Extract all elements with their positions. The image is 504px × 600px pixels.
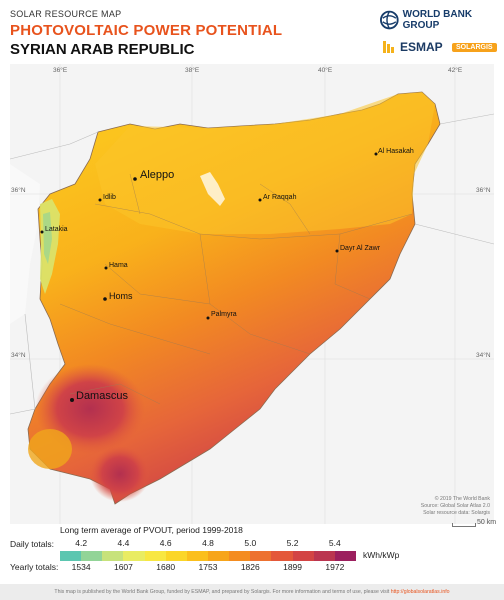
city-dot-latakia bbox=[40, 230, 44, 234]
world-bank-logo: WORLD BANK GROUP bbox=[380, 9, 504, 31]
lat-label-34n-right: 34°N bbox=[476, 351, 491, 359]
legend-swatch bbox=[229, 551, 251, 561]
world-bank-name: WORLD BANK GROUP bbox=[402, 9, 473, 31]
hermon-zone bbox=[28, 429, 72, 469]
copyright-line-2: Source: Global Solar Atlas 2.0 bbox=[420, 503, 490, 509]
legend-swatch bbox=[123, 551, 145, 561]
map-header: SOLAR RESOURCE MAP PHOTOVOLTAIC POWER PO… bbox=[0, 0, 504, 70]
legend-swatch bbox=[165, 551, 187, 561]
south-high-zone bbox=[90, 446, 150, 502]
city-dot-homs bbox=[103, 297, 107, 301]
city-label-hama: Hama bbox=[109, 262, 128, 269]
daily-ticks: 4.2 4.4 4.6 4.8 5.0 5.2 5.4 bbox=[0, 538, 504, 550]
legend-swatch bbox=[313, 551, 335, 561]
city-label-dayr-al-zawr: Dayr Al Zawr bbox=[340, 245, 381, 252]
damascus-high-zone bbox=[35, 364, 145, 454]
city-label-aleppo: Aleppo bbox=[140, 169, 174, 181]
city-label-latakia: Latakia bbox=[45, 226, 68, 233]
coastal-lowest-zone bbox=[43, 212, 52, 264]
daily-tick: 5.2 bbox=[286, 538, 299, 548]
footer-link[interactable]: http://globalsolaratlas.info bbox=[390, 589, 450, 595]
scale-bar bbox=[452, 523, 476, 527]
city-dot-al-hasakah bbox=[374, 152, 378, 156]
footer-text: This map is published by the World Bank … bbox=[54, 589, 390, 595]
sea-area bbox=[10, 164, 40, 324]
legend-swatch bbox=[60, 551, 82, 561]
city-dot-damascus bbox=[70, 398, 74, 402]
daily-tick: 4.8 bbox=[202, 538, 214, 548]
city-dot-aleppo bbox=[133, 177, 137, 181]
yearly-tick: 1534 bbox=[71, 562, 91, 572]
city-label-palmyra: Palmyra bbox=[211, 311, 237, 318]
lat-label-36n-right: 36°N bbox=[476, 186, 491, 194]
copyright-line-3: Solar resource data: Solargis bbox=[423, 510, 490, 516]
legend-color-bar bbox=[60, 551, 356, 561]
country-name: SYRIAN ARAB REPUBLIC bbox=[10, 41, 195, 58]
legend-swatch bbox=[292, 551, 314, 561]
legend-swatch bbox=[144, 551, 166, 561]
daily-tick: 4.4 bbox=[117, 538, 130, 548]
map-title: PHOTOVOLTAIC POWER POTENTIAL bbox=[10, 22, 283, 39]
city-dot-dayr-al-zawr bbox=[335, 249, 339, 253]
legend-title: Long term average of PVOUT, period 1999-… bbox=[60, 525, 243, 535]
legend-swatch bbox=[271, 551, 293, 561]
city-dot-idlib bbox=[98, 198, 102, 202]
daily-tick: 4.6 bbox=[159, 538, 172, 548]
yearly-totals-label: Yearly totals: bbox=[10, 562, 59, 572]
daily-tick: 4.2 bbox=[75, 538, 88, 548]
legend-swatch bbox=[102, 551, 124, 561]
daily-totals-label: Daily totals: bbox=[10, 539, 54, 549]
solargis-logo: SOLARGIS bbox=[452, 43, 497, 52]
legend-swatch bbox=[81, 551, 103, 561]
legend-swatch bbox=[207, 551, 230, 561]
yearly-tick: 1972 bbox=[325, 562, 345, 572]
city-label-al-hasakah: Al Hasakah bbox=[378, 148, 414, 155]
lat-label-34n-left: 34°N bbox=[11, 351, 26, 359]
lon-label-42e: 42°E bbox=[448, 66, 463, 74]
admin-boundaries bbox=[59, 173, 413, 405]
map-footer: This map is published by the World Bank … bbox=[0, 584, 504, 600]
daily-tick: 5.0 bbox=[244, 538, 257, 548]
yearly-tick: 1826 bbox=[240, 562, 260, 572]
esmap-logo: ESMAP bbox=[383, 40, 443, 54]
daily-tick: 5.4 bbox=[328, 538, 341, 548]
globe-icon bbox=[380, 10, 399, 30]
legend-swatch bbox=[334, 551, 356, 561]
lon-label-40e: 40°E bbox=[318, 66, 333, 74]
city-label-damascus: Damascus bbox=[76, 390, 128, 402]
lat-label-36n-left: 36°N bbox=[11, 186, 26, 194]
esmap-text: ESMAP bbox=[400, 40, 443, 54]
copyright-line-1: © 2019 The World Bank bbox=[434, 496, 490, 502]
scale-label: 50 km bbox=[477, 519, 497, 526]
legend-swatch bbox=[186, 551, 208, 561]
lon-label-38e: 38°E bbox=[185, 66, 200, 74]
city-dot-hama bbox=[104, 266, 108, 270]
city-label-homs: Homs bbox=[109, 291, 133, 301]
yearly-tick: 1899 bbox=[283, 562, 303, 572]
map-copyright: © 2019 The World Bank Source: Global Sol… bbox=[420, 496, 490, 517]
lake-assad bbox=[200, 172, 225, 206]
esmap-mark-icon bbox=[383, 41, 394, 53]
legend-unit: kWh/kWp bbox=[363, 550, 400, 560]
northern-yield-zone bbox=[95, 92, 435, 234]
yearly-ticks: 1534 1607 1680 1753 1826 1899 1972 bbox=[0, 562, 504, 574]
neighbor-borders bbox=[10, 113, 494, 415]
yearly-tick: 1607 bbox=[113, 562, 133, 572]
lon-label-36e: 36°E bbox=[53, 66, 68, 74]
city-label-idlib: Idlib bbox=[103, 194, 116, 201]
yearly-tick: 1680 bbox=[156, 562, 176, 572]
overline-text: SOLAR RESOURCE MAP bbox=[10, 9, 122, 19]
pvout-map: 36°E 38°E 40°E 42°E 36°N 36°N 34°N 34°N … bbox=[10, 64, 494, 524]
city-dot-palmyra bbox=[206, 316, 210, 320]
legend-swatch bbox=[250, 551, 272, 561]
yearly-tick: 1753 bbox=[198, 562, 218, 572]
city-dot-ar-raqqah bbox=[258, 198, 262, 202]
city-label-ar-raqqah: Ar Raqqah bbox=[263, 194, 297, 201]
